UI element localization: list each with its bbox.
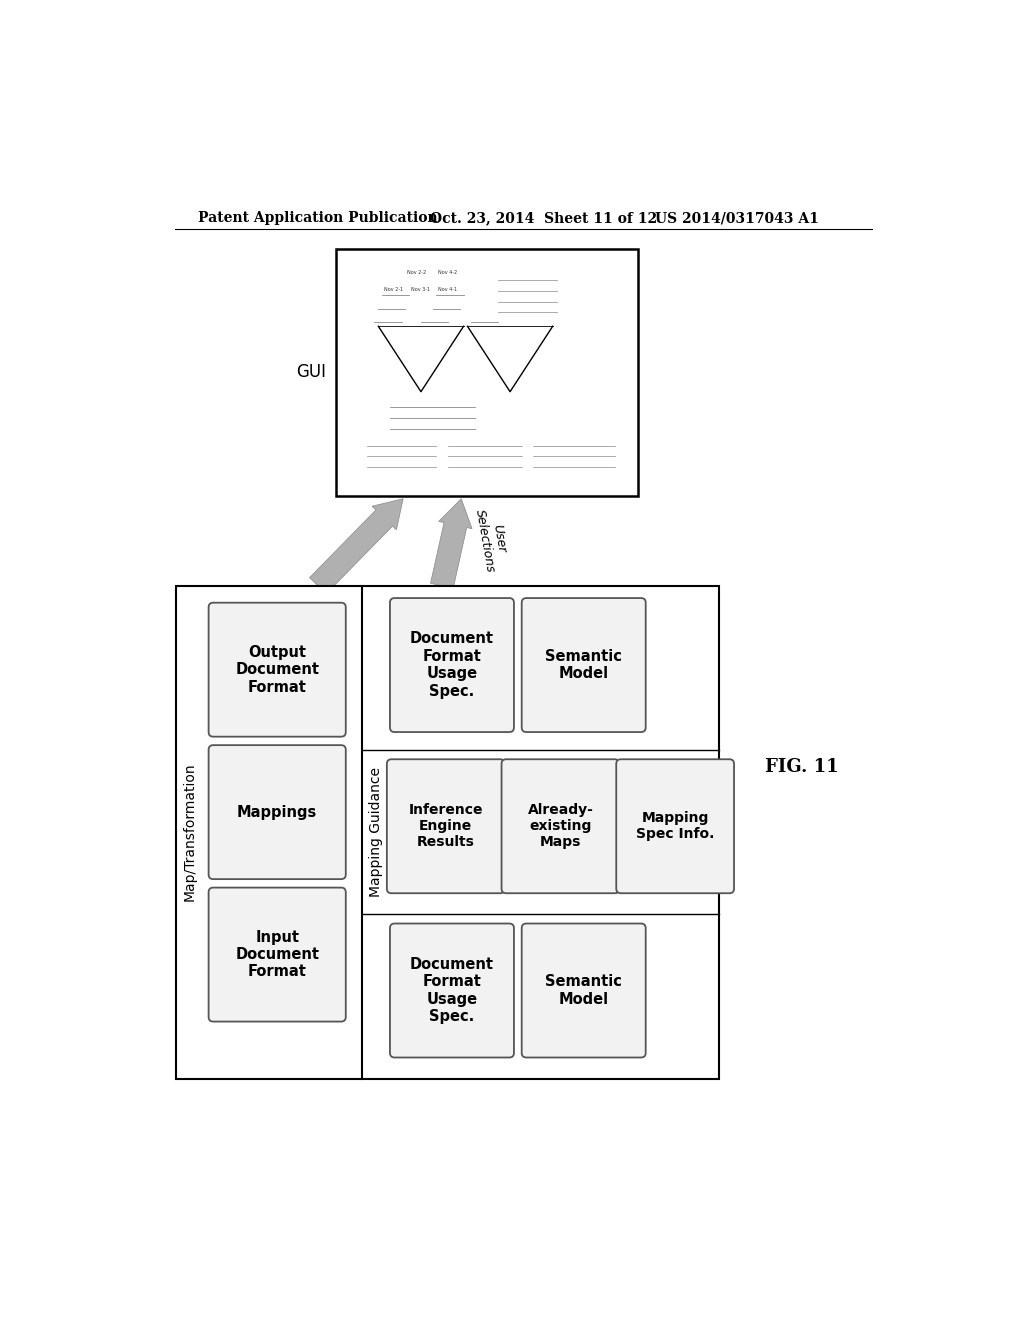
Text: GUI: GUI (296, 363, 327, 381)
FancyBboxPatch shape (502, 759, 620, 894)
Text: Nov 2-1: Nov 2-1 (384, 286, 402, 292)
Text: Nov 4-1: Nov 4-1 (438, 286, 457, 292)
Text: Map/Transformation: Map/Transformation (183, 763, 197, 902)
Text: Document
Format
Usage
Spec.: Document Format Usage Spec. (410, 957, 494, 1024)
FancyBboxPatch shape (390, 598, 514, 733)
FancyBboxPatch shape (616, 759, 734, 894)
Text: FIG. 11: FIG. 11 (765, 758, 839, 776)
Text: Nov 3-1: Nov 3-1 (411, 286, 430, 292)
Polygon shape (430, 499, 472, 589)
Text: Output
Document
Format: Output Document Format (236, 644, 319, 694)
Bar (176, 586, 719, 1078)
Text: Mapping Guidance: Mapping Guidance (369, 767, 383, 898)
FancyBboxPatch shape (209, 603, 346, 737)
Text: Already-
existing
Maps: Already- existing Maps (527, 803, 593, 850)
Text: US 2014/0317043 A1: US 2014/0317043 A1 (655, 211, 819, 226)
FancyBboxPatch shape (521, 598, 646, 733)
Polygon shape (309, 499, 403, 594)
Text: User
Selections: User Selections (473, 506, 512, 574)
Text: Semantic
Model: Semantic Model (545, 974, 623, 1007)
Text: Mapping
Spec Info.: Mapping Spec Info. (636, 812, 715, 841)
Text: Patent Application Publication: Patent Application Publication (198, 211, 437, 226)
FancyBboxPatch shape (390, 924, 514, 1057)
FancyBboxPatch shape (209, 887, 346, 1022)
Text: Oct. 23, 2014  Sheet 11 of 12: Oct. 23, 2014 Sheet 11 of 12 (430, 211, 657, 226)
Text: Document
Format
Usage
Spec.: Document Format Usage Spec. (410, 631, 494, 698)
Bar (336, 249, 638, 496)
Text: Semantic
Model: Semantic Model (545, 649, 623, 681)
FancyBboxPatch shape (209, 744, 346, 879)
Text: Input
Document
Format: Input Document Format (236, 929, 319, 979)
FancyBboxPatch shape (521, 924, 646, 1057)
Text: Inference
Engine
Results: Inference Engine Results (409, 803, 483, 850)
Text: Nov 2-2: Nov 2-2 (407, 269, 426, 275)
Text: Nov 4-2: Nov 4-2 (438, 269, 457, 275)
Text: Mappings: Mappings (238, 805, 317, 820)
FancyBboxPatch shape (387, 759, 505, 894)
